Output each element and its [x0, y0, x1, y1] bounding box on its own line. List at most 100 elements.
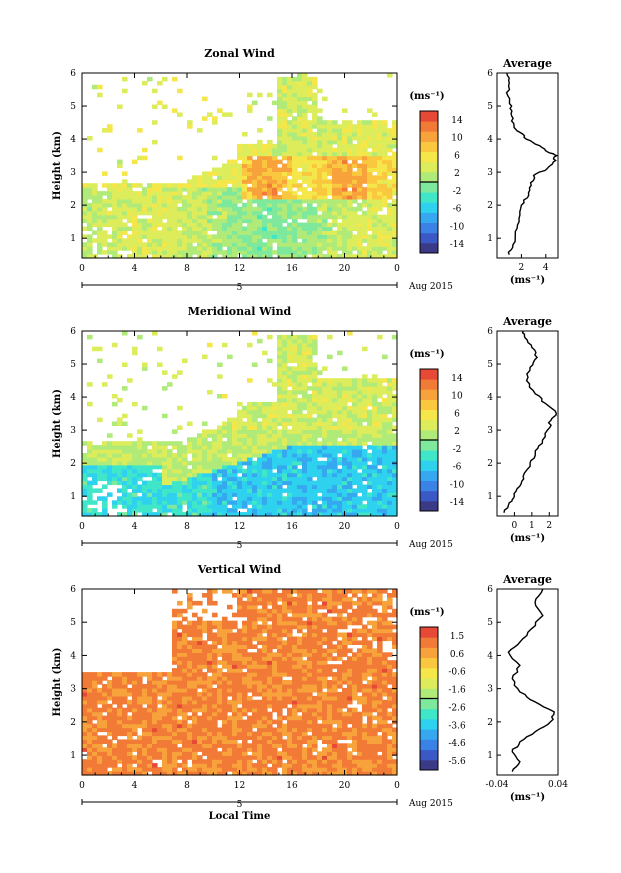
heatmap-cell [287, 370, 293, 375]
heatmap-cell [387, 464, 393, 470]
heatmap-cell [132, 472, 138, 478]
heatmap-cell [347, 139, 353, 145]
heatmap-cell [367, 386, 373, 391]
heatmap-cell [82, 199, 88, 204]
heatmap-cell [267, 464, 273, 470]
heatmap-cell [382, 175, 388, 180]
heatmap-cell [372, 124, 378, 129]
heatmap-cell [282, 238, 288, 243]
heatmap-cell [337, 202, 343, 208]
heatmap-cell [217, 437, 223, 442]
heatmap-cell [212, 480, 218, 486]
heatmap-cell [152, 246, 158, 251]
heatmap-cell [342, 421, 348, 426]
heatmap-cell [337, 492, 343, 497]
heatmap-cell [192, 508, 198, 513]
heatmap-cell [167, 492, 173, 497]
heatmap-cell [232, 234, 238, 239]
heatmap-cell [187, 660, 193, 665]
heatmap-cell [172, 735, 178, 740]
heatmap-cell [222, 660, 228, 665]
heatmap-cell [167, 767, 173, 772]
heatmap-cell [152, 191, 158, 196]
heatmap-cell [112, 719, 118, 725]
heatmap-cell [362, 378, 368, 383]
heatmap-cell [137, 484, 143, 489]
heatmap-cell [247, 222, 253, 228]
heatmap-cell [82, 707, 88, 713]
heatmap-cell [252, 425, 258, 430]
heatmap-cell [292, 202, 298, 208]
heatmap-cell [257, 508, 263, 513]
heatmap-cell [122, 711, 128, 717]
heatmap-cell [142, 719, 148, 725]
heatmap-cell [162, 214, 168, 220]
heatmap-cell [312, 195, 318, 200]
heatmap-cell [252, 616, 258, 622]
heatmap-cell [152, 441, 158, 446]
heatmap-cell [377, 512, 383, 517]
heatmap-cell [382, 480, 388, 486]
heatmap-cell [357, 120, 363, 125]
heatmap-cell [302, 73, 308, 78]
heatmap-cell [117, 472, 123, 478]
heatmap-cell [232, 632, 238, 638]
heatmap-cell [302, 136, 308, 141]
heatmap-cell [87, 468, 93, 474]
heatmap-cell [292, 433, 298, 438]
heatmap-cell [362, 238, 368, 243]
heatmap-cell [207, 719, 213, 725]
heatmap-cell [152, 739, 158, 744]
heatmap-cell [242, 593, 248, 598]
heatmap-cell [317, 191, 323, 196]
heatmap-cell [102, 222, 108, 228]
heatmap-cell [357, 457, 363, 462]
heatmap-cell [222, 699, 228, 705]
heatmap-cell [327, 425, 333, 430]
heatmap-cell [392, 218, 398, 224]
heatmap-cell [157, 680, 163, 685]
heatmap-cell [87, 206, 93, 212]
heatmap-cell [372, 397, 378, 403]
heatmap-cell [317, 171, 323, 176]
heatmap-cell [157, 512, 163, 517]
heatmap-cell [282, 183, 288, 188]
heatmap-cell [197, 246, 203, 251]
heatmap-cell [87, 727, 93, 733]
heatmap-cell [142, 731, 148, 737]
heatmap-cell [367, 476, 373, 482]
heatmap-cell [392, 409, 398, 415]
heatmap-cell [187, 664, 193, 669]
heatmap-cell [237, 715, 243, 721]
avg-x-label: (ms⁻¹) [510, 533, 545, 544]
heatmap-cell [262, 151, 268, 157]
heatmap-cell [267, 664, 273, 669]
heatmap-cell [137, 719, 143, 725]
heatmap-cell [347, 124, 353, 129]
heatmap-cell [202, 620, 208, 626]
heatmap-cell [272, 719, 278, 725]
heatmap-cell [302, 84, 308, 90]
heatmap-cell [362, 374, 368, 379]
heatmap-cell [287, 206, 293, 212]
heatmap-cell [232, 755, 238, 760]
heatmap-cell [387, 171, 393, 176]
heatmap-cell [347, 155, 353, 161]
heatmap-cell [322, 492, 328, 497]
heatmap-cell [292, 151, 298, 157]
heatmap-cell [262, 664, 268, 669]
heatmap-cell [252, 735, 258, 740]
heatmap-cell [222, 763, 228, 768]
heatmap-cell [242, 433, 248, 438]
heatmap-cell [277, 711, 283, 717]
heatmap-cell [382, 468, 388, 474]
heatmap-cell [317, 460, 323, 466]
heatmap-cell [82, 676, 88, 681]
heatmap-cell [117, 449, 123, 454]
heatmap-cell [277, 226, 283, 231]
heatmap-cell [317, 230, 323, 235]
heatmap-cell [272, 707, 278, 713]
heatmap-cell [292, 449, 298, 454]
heatmap-cell [367, 175, 373, 180]
heatmap-cell [257, 92, 263, 98]
